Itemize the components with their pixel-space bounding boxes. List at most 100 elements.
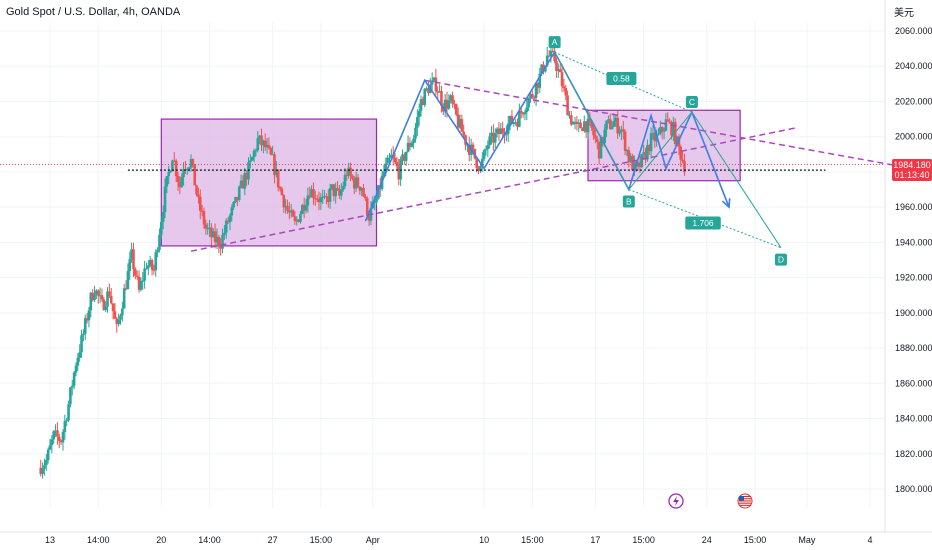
- x-tick-label: 20: [156, 535, 166, 545]
- candle-body: [85, 318, 89, 321]
- candle-body: [670, 122, 673, 136]
- ratio-label-box: [606, 72, 637, 86]
- grid-layer: [0, 0, 932, 533]
- candle-body: [681, 159, 684, 162]
- candle-body: [330, 184, 334, 189]
- candle-body: [145, 268, 148, 270]
- candle-body: [134, 269, 137, 276]
- candle-body: [646, 145, 649, 160]
- x-tick-label: 14:00: [87, 535, 110, 545]
- candle-body: [425, 88, 428, 90]
- candle-body: [384, 163, 388, 172]
- candle-body: [80, 335, 83, 353]
- trendline-dashed: [190, 127, 796, 252]
- candle-body: [625, 150, 629, 152]
- candle-body: [466, 144, 469, 146]
- candle-body: [375, 198, 378, 203]
- candle-body: [419, 99, 423, 111]
- candle-body: [443, 99, 447, 112]
- candle-body: [679, 146, 683, 160]
- candle-body: [163, 186, 167, 213]
- candle-body: [76, 357, 80, 366]
- candle-body: [211, 231, 215, 238]
- candle-body: [471, 144, 475, 149]
- x-tick-label: 10: [479, 535, 489, 545]
- candle-body: [256, 138, 260, 151]
- candle-body: [527, 98, 530, 108]
- candle-body: [301, 204, 304, 214]
- candle-body: [434, 77, 438, 92]
- wave-arrowhead: [721, 198, 731, 209]
- candle-body: [629, 155, 632, 162]
- candle-body: [148, 259, 152, 266]
- candle-body: [308, 195, 312, 198]
- candle-body: [46, 449, 50, 461]
- candle-body: [167, 172, 171, 177]
- candle-body: [108, 291, 111, 296]
- candle-body: [121, 308, 124, 316]
- candle-body: [529, 93, 532, 99]
- candle-body: [119, 315, 122, 320]
- candle-body: [607, 119, 610, 121]
- candle-body: [399, 159, 402, 180]
- candle-body: [325, 196, 328, 198]
- candle-body: [50, 439, 54, 446]
- candle-body: [260, 135, 263, 146]
- candle-body: [273, 154, 276, 176]
- candle-body: [78, 352, 81, 358]
- candle-body: [440, 91, 443, 106]
- candle-body: [295, 219, 299, 222]
- y-tick-label: 2040.000: [895, 61, 932, 71]
- candle-body: [597, 141, 601, 159]
- candle-body: [493, 133, 497, 143]
- time-axis[interactable]: 13 14:00 20 14:00 27 15:00 Apr 10 15:00 17 15:00 24…: [45, 535, 873, 545]
- candle-body: [269, 147, 273, 155]
- candle-body: [202, 211, 206, 225]
- candle-body: [423, 89, 427, 106]
- candle-body: [56, 430, 59, 437]
- candle-body: [106, 291, 109, 307]
- candle-body: [132, 249, 135, 270]
- candle-body: [412, 138, 415, 144]
- candle-body: [41, 468, 44, 475]
- candle-body: [557, 69, 560, 71]
- x-tick-label: 15:00: [744, 535, 767, 545]
- candle-body: [362, 187, 365, 197]
- candle-body: [57, 436, 61, 441]
- candle-body: [321, 196, 325, 198]
- candle-body: [553, 51, 556, 61]
- candle-body: [403, 154, 406, 161]
- candle-body: [282, 195, 286, 208]
- candle-body: [69, 387, 72, 405]
- candle-body: [249, 160, 252, 163]
- candle-body: [510, 115, 514, 124]
- candle-body: [360, 187, 363, 191]
- candle-body: [354, 177, 358, 189]
- flash-icon: [668, 493, 684, 509]
- candle-body: [338, 189, 341, 196]
- candle-body: [668, 121, 671, 123]
- y-tick-label: 2000.000: [895, 132, 932, 142]
- candle-body: [236, 196, 239, 200]
- event-icons[interactable]: [668, 493, 753, 509]
- candle-body: [111, 303, 115, 312]
- candle-body: [210, 227, 213, 238]
- currency-label: 美元: [894, 8, 914, 19]
- ratio-label: 1.706: [692, 218, 714, 228]
- price-axis[interactable]: 1800.000 1820.000 1840.000 1860.000 1880.000…: [895, 26, 932, 494]
- candle-body: [245, 173, 248, 180]
- candle-body: [365, 198, 369, 216]
- candle-body: [239, 180, 243, 187]
- candle-body: [171, 160, 174, 172]
- x-tick-label: Apr: [366, 535, 380, 545]
- x-tick-label: 15:00: [632, 535, 655, 545]
- candle-body: [570, 115, 573, 125]
- x-tick-label: 15:00: [310, 535, 333, 545]
- candle-body: [482, 150, 486, 159]
- x-tick-label: 4: [867, 535, 872, 545]
- candle-body: [130, 249, 133, 260]
- candle-body: [497, 128, 501, 135]
- us-flag-canton: [739, 496, 744, 501]
- candle-body: [631, 155, 634, 171]
